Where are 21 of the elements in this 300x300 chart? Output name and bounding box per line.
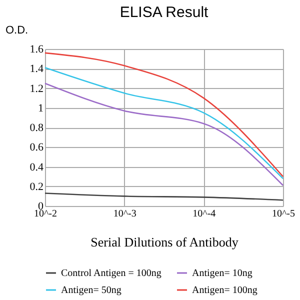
y-tick-label: 1.6	[30, 44, 44, 56]
x-axis-title: Serial Dilutions of Antibody	[90, 234, 239, 250]
legend-label: Control Antigen = 100ng	[61, 268, 162, 279]
chart-title: ELISA Result	[120, 4, 210, 21]
legend-label: Antigen= 100ng	[192, 285, 258, 296]
line-series	[44, 192, 284, 201]
x-tick-label: 10^-2	[34, 208, 58, 220]
x-tick-label: 10^-5	[272, 208, 296, 220]
legend-label: Antigen= 10ng	[192, 268, 252, 279]
y-tick-label: 1	[38, 102, 44, 114]
y-tick-label: 0.6	[30, 142, 44, 154]
y-axis-title: O.D.	[6, 24, 28, 36]
x-tick-label: 10^-3	[113, 208, 136, 220]
x-tick-label: 10^-4	[192, 208, 216, 220]
line-series	[44, 82, 284, 186]
y-tick-label: 0.2	[30, 180, 44, 193]
y-tick-label: 1.4	[30, 63, 44, 76]
legend-label: Antigen= 50ng	[61, 285, 122, 296]
y-tick-label: 1.2	[30, 82, 44, 95]
y-tick-label: 0.4	[30, 161, 44, 174]
y-tick-label: 0.8	[30, 122, 44, 134]
